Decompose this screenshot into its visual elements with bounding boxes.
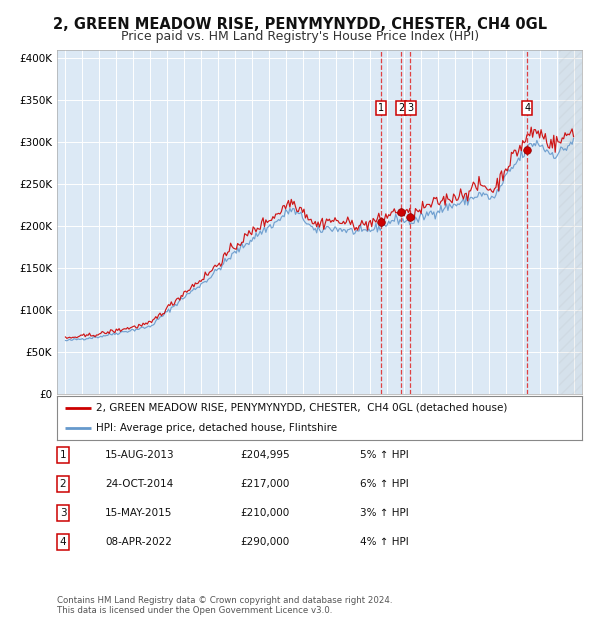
Text: 1: 1 xyxy=(378,104,384,113)
Text: Contains HM Land Registry data © Crown copyright and database right 2024.
This d: Contains HM Land Registry data © Crown c… xyxy=(57,596,392,615)
Text: HPI: Average price, detached house, Flintshire: HPI: Average price, detached house, Flin… xyxy=(97,423,337,433)
Text: 2: 2 xyxy=(398,104,404,113)
Text: 4% ↑ HPI: 4% ↑ HPI xyxy=(360,537,409,547)
Text: 15-AUG-2013: 15-AUG-2013 xyxy=(105,450,175,460)
Text: 3% ↑ HPI: 3% ↑ HPI xyxy=(360,508,409,518)
Text: £217,000: £217,000 xyxy=(240,479,289,489)
Text: 2: 2 xyxy=(59,479,67,489)
Text: 3: 3 xyxy=(407,104,413,113)
Text: 2, GREEN MEADOW RISE, PENYMYNYDD, CHESTER, CH4 0GL: 2, GREEN MEADOW RISE, PENYMYNYDD, CHESTE… xyxy=(53,17,547,32)
Text: 08-APR-2022: 08-APR-2022 xyxy=(105,537,172,547)
Text: 3: 3 xyxy=(59,508,67,518)
Text: 24-OCT-2014: 24-OCT-2014 xyxy=(105,479,173,489)
Text: 4: 4 xyxy=(59,537,67,547)
Text: 4: 4 xyxy=(524,104,530,113)
Text: £290,000: £290,000 xyxy=(240,537,289,547)
Text: Price paid vs. HM Land Registry's House Price Index (HPI): Price paid vs. HM Land Registry's House … xyxy=(121,30,479,43)
Text: £210,000: £210,000 xyxy=(240,508,289,518)
Text: 5% ↑ HPI: 5% ↑ HPI xyxy=(360,450,409,460)
Text: 2, GREEN MEADOW RISE, PENYMYNYDD, CHESTER,  CH4 0GL (detached house): 2, GREEN MEADOW RISE, PENYMYNYDD, CHESTE… xyxy=(97,402,508,413)
Text: 15-MAY-2015: 15-MAY-2015 xyxy=(105,508,172,518)
Text: 6% ↑ HPI: 6% ↑ HPI xyxy=(360,479,409,489)
Text: £204,995: £204,995 xyxy=(240,450,290,460)
Text: 1: 1 xyxy=(59,450,67,460)
